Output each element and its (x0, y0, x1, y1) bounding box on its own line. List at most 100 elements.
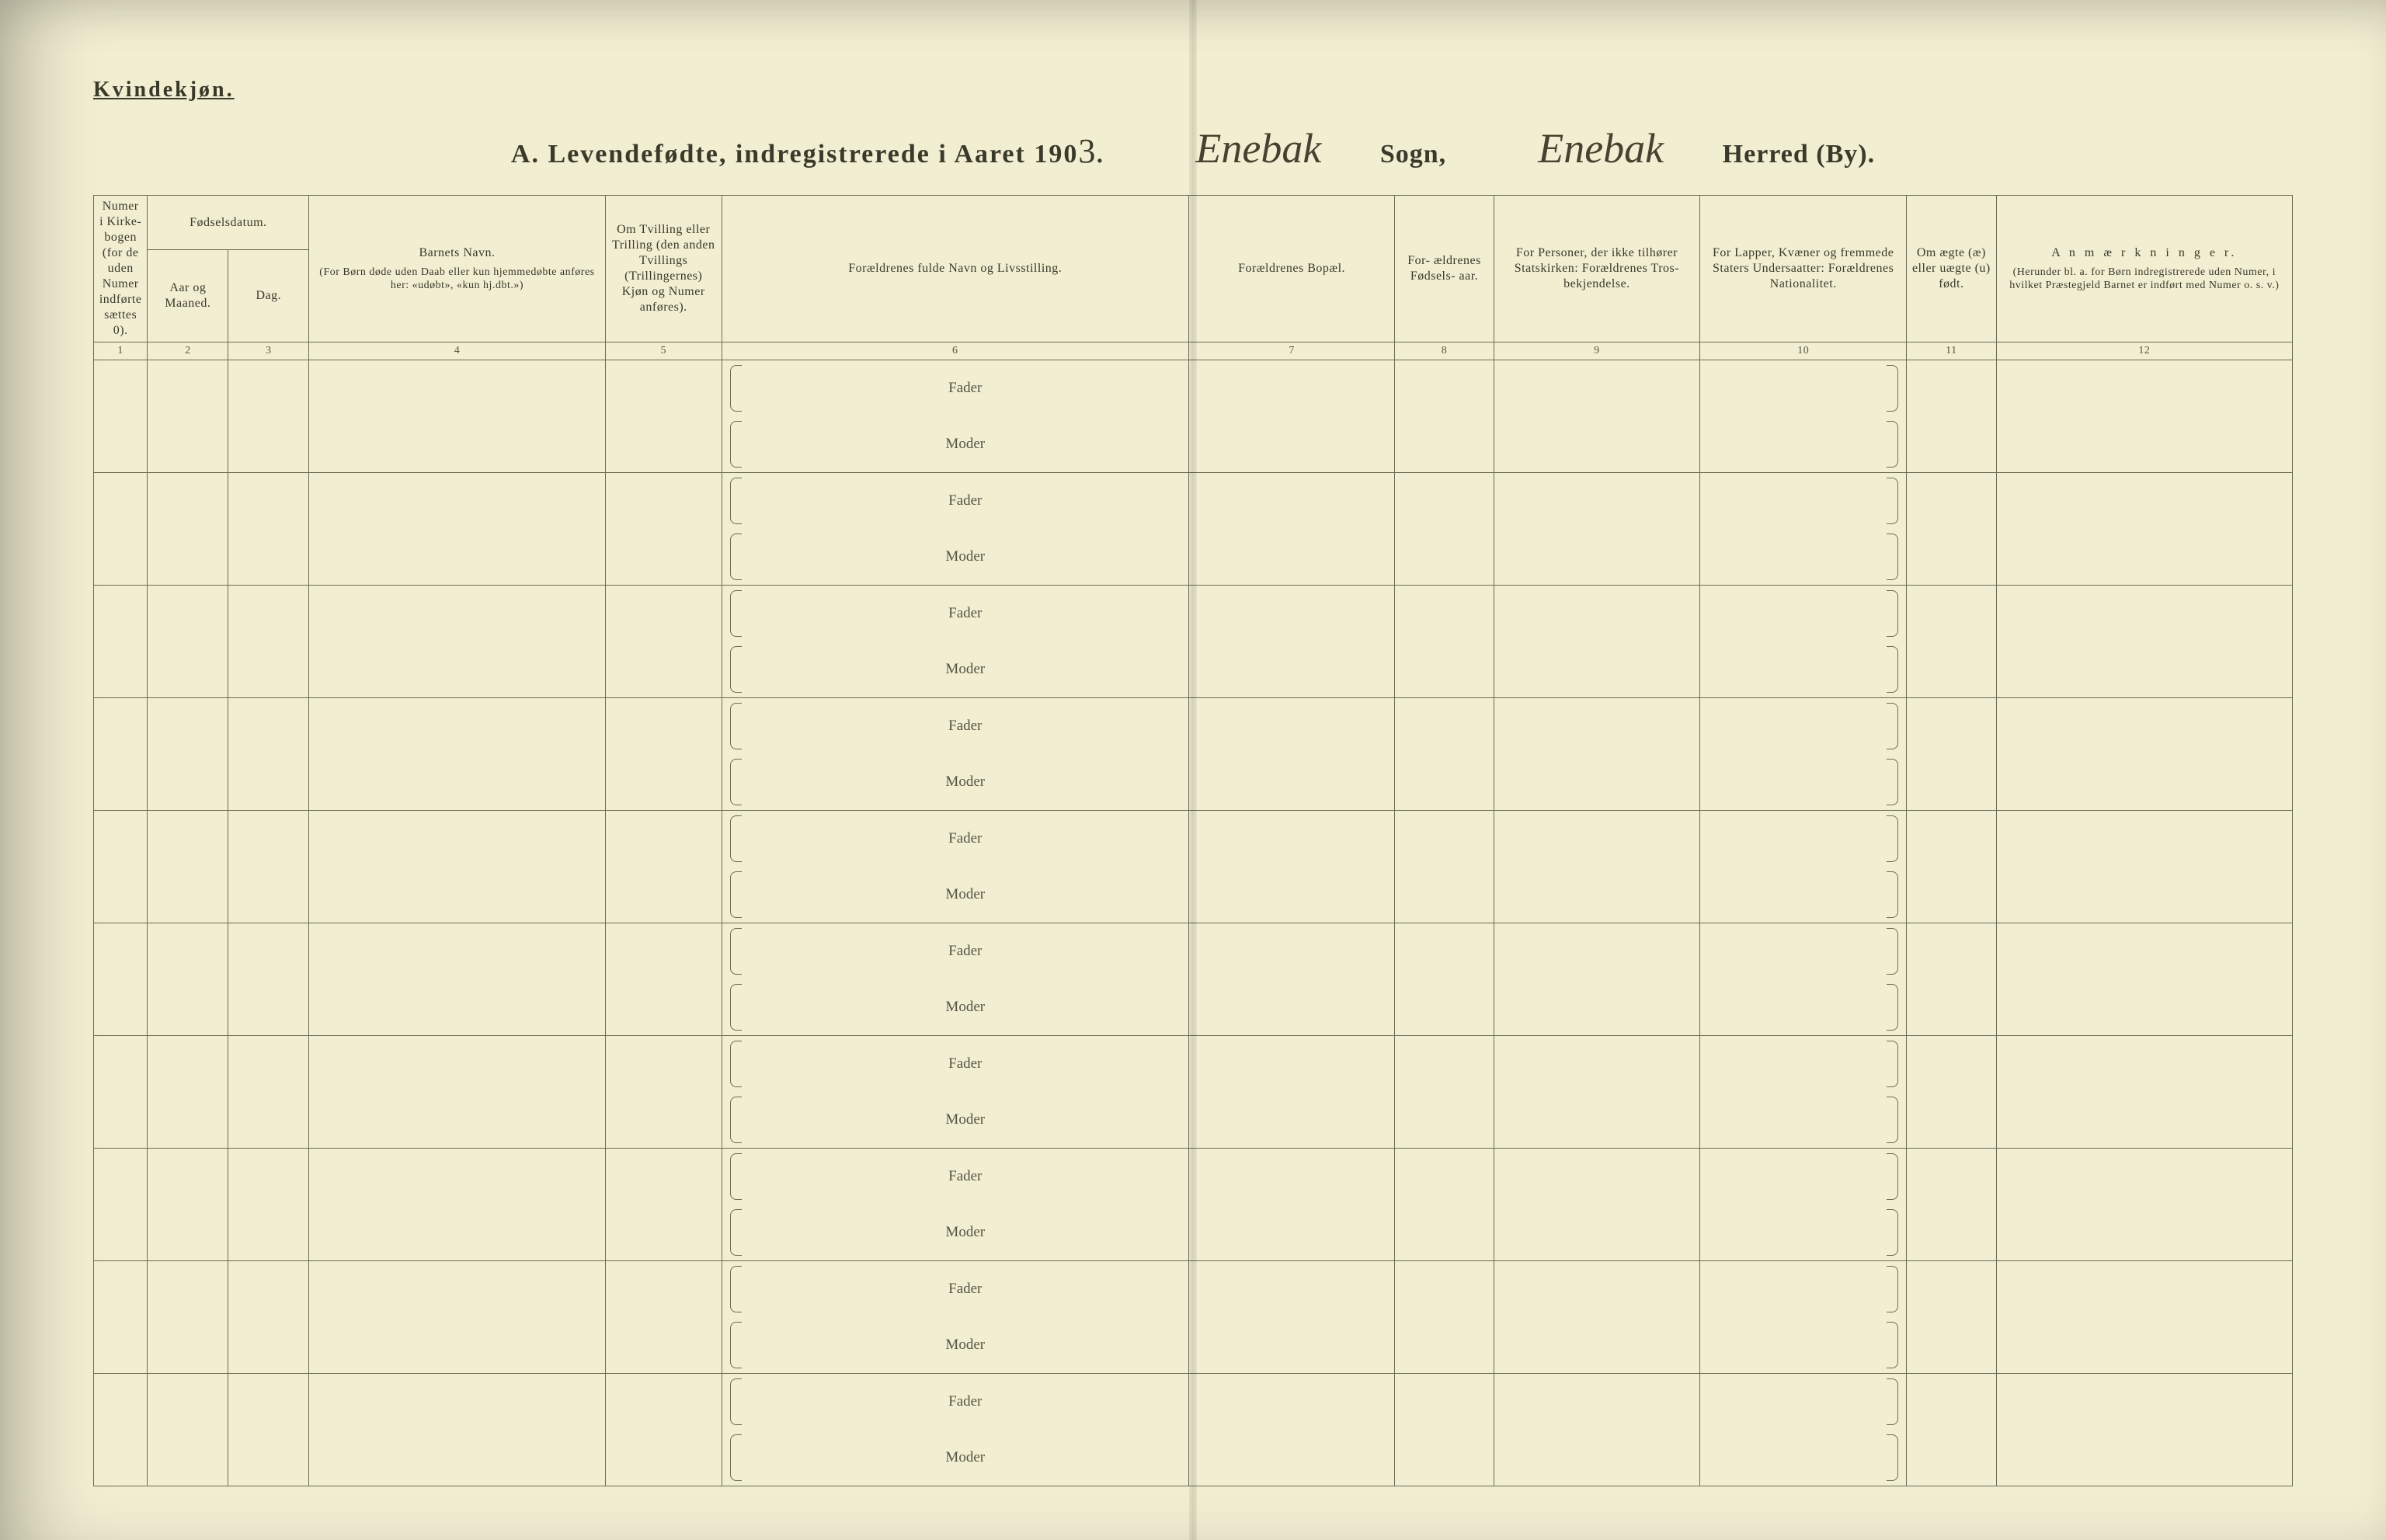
cell (148, 697, 228, 810)
cell (1996, 810, 2292, 923)
moder-label: Moder (945, 548, 985, 565)
cell (1494, 754, 1700, 811)
col-header-5: Om Tvilling eller Trilling (den anden Tv… (605, 196, 722, 342)
cell (1395, 697, 1494, 754)
fader-cell: Fader (722, 472, 1188, 529)
fader-label: Fader (948, 830, 982, 846)
cell (228, 1260, 309, 1373)
cell (1907, 810, 1997, 923)
cell (94, 1260, 148, 1373)
moder-cell: Moder (722, 1317, 1188, 1374)
moder-label: Moder (945, 436, 985, 452)
col-header-3: Dag. (228, 250, 309, 342)
cell (1907, 923, 1997, 1035)
fader-cell: Fader (722, 585, 1188, 641)
cell (1395, 1430, 1494, 1486)
cell (1494, 360, 1700, 416)
cell (148, 1035, 228, 1148)
col-header-4-top: Barnets Navn. (314, 245, 600, 261)
cell (1494, 867, 1700, 923)
year-suffix: 3. (1078, 131, 1104, 171)
colnum-4: 4 (309, 342, 605, 360)
cell (1494, 810, 1700, 867)
fader-label: Fader (948, 718, 982, 734)
cell (94, 360, 148, 472)
title-row: A. Levendefødte, indregistrerede i Aaret… (93, 124, 2293, 173)
fader-cell: Fader (722, 360, 1188, 416)
cell (1494, 1035, 1700, 1092)
fader-label: Fader (948, 380, 982, 396)
cell (1996, 1373, 2292, 1486)
cell (1494, 641, 1700, 698)
cell (94, 697, 148, 810)
table-row: Fader (94, 1148, 2293, 1205)
fader-cell: Fader (722, 1148, 1188, 1205)
fader-label: Fader (948, 943, 982, 959)
col-header-6: Forældrenes fulde Navn og Livsstilling. (722, 196, 1188, 342)
col-header-10: For Lapper, Kvæner og fremmede Staters U… (1700, 196, 1907, 342)
fader-cell: Fader (722, 923, 1188, 979)
colnum-5: 5 (605, 342, 722, 360)
cell (1494, 472, 1700, 529)
cell (1700, 585, 1907, 641)
cell (228, 472, 309, 585)
col-header-12-sub: (Herunder bl. a. for Børn indregistrered… (2002, 266, 2287, 293)
cell (1188, 1148, 1395, 1260)
col-header-4: Barnets Navn. (For Børn døde uden Daab e… (309, 196, 605, 342)
cell (309, 697, 605, 810)
cell (1700, 1260, 1907, 1317)
cell (1700, 1317, 1907, 1374)
colnum-1: 1 (94, 342, 148, 360)
cell (1907, 1260, 1997, 1373)
moder-cell: Moder (722, 754, 1188, 811)
cell (1395, 1317, 1494, 1374)
cell (1700, 697, 1907, 754)
cell (605, 1035, 722, 1148)
cell (1996, 1260, 2292, 1373)
col-header-2-group: Fødselsdatum. (148, 196, 309, 250)
colnum-10: 10 (1700, 342, 1907, 360)
cell (1700, 416, 1907, 473)
cell (1188, 810, 1395, 923)
fader-label: Fader (948, 1393, 982, 1410)
fader-cell: Fader (722, 1373, 1188, 1430)
title-prefix: A. Levendefødte, indregistrerede i Aaret… (511, 140, 1078, 169)
col-header-12: A n m æ r k n i n g e r. (Herunder bl. a… (1996, 196, 2292, 342)
moder-label: Moder (945, 1449, 985, 1465)
cell (309, 360, 605, 472)
cell (1700, 1430, 1907, 1486)
cell (228, 1035, 309, 1148)
col-header-1: Numer i Kirke- bogen (for de uden Numer … (94, 196, 148, 342)
herred-handwritten: Enebak (1500, 124, 1702, 173)
cell (1395, 1260, 1494, 1317)
fader-cell: Fader (722, 1260, 1188, 1317)
table-body: FaderModerFaderModerFaderModerFaderModer… (94, 360, 2293, 1486)
cell (1494, 923, 1700, 979)
table-row: Fader (94, 1035, 2293, 1092)
cell (1494, 1430, 1700, 1486)
cell (228, 1373, 309, 1486)
table-row: Fader (94, 1373, 2293, 1430)
cell (1188, 1373, 1395, 1486)
cell (1700, 1373, 1907, 1430)
cell (1494, 416, 1700, 473)
colnum-12: 12 (1996, 342, 2292, 360)
moder-cell: Moder (722, 529, 1188, 586)
fader-label: Fader (948, 1168, 982, 1184)
table-row: Fader (94, 810, 2293, 867)
cell (1996, 585, 2292, 697)
cell (1395, 1148, 1494, 1205)
cell (1188, 1260, 1395, 1373)
moder-cell: Moder (722, 979, 1188, 1036)
moder-cell: Moder (722, 867, 1188, 923)
colnum-9: 9 (1494, 342, 1700, 360)
fader-label: Fader (948, 1055, 982, 1072)
cell (309, 1260, 605, 1373)
cell (605, 1260, 722, 1373)
cell (1700, 1035, 1907, 1092)
cell (1907, 585, 1997, 697)
herred-label: Herred (By). (1723, 140, 1875, 169)
cell (148, 1260, 228, 1373)
cell (1494, 1373, 1700, 1430)
cell (228, 810, 309, 923)
